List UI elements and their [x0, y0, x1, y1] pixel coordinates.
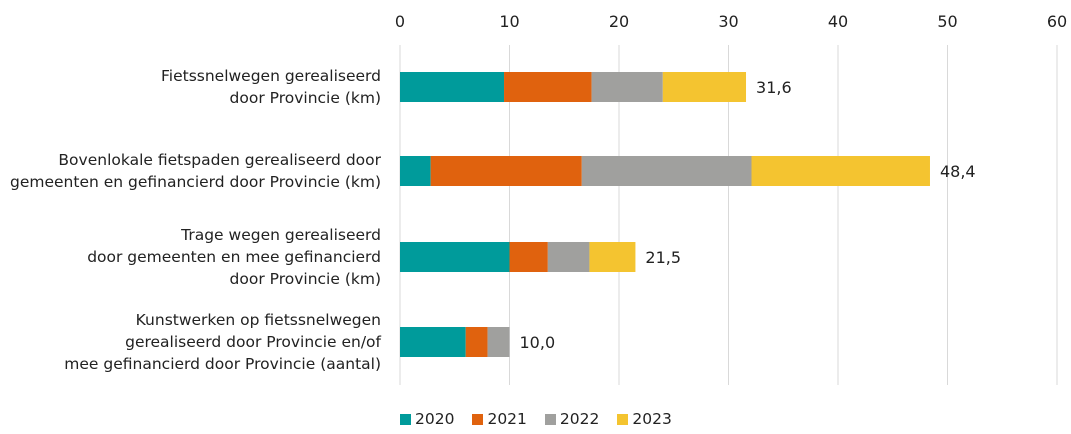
category-label-line: Fietssnelwegen gerealiseerd — [160, 67, 381, 85]
category-label: Trage wegen gerealiseerd door gemeenten … — [87, 224, 381, 290]
legend-label: 2021 — [487, 410, 527, 428]
legend-swatch — [617, 413, 629, 425]
bar-segment-2022 — [591, 72, 663, 102]
bar-segment-2023 — [751, 156, 930, 186]
bar-segment-2021 — [430, 156, 582, 186]
legend-swatch — [472, 413, 484, 425]
bar-segment-2022 — [581, 156, 752, 186]
category-label-line: door Provincie (km) — [229, 270, 381, 288]
x-tick-label: 30 — [718, 12, 738, 31]
category-label-line: door Provincie (km) — [229, 89, 381, 107]
x-tick-label: 0 — [395, 12, 405, 31]
category-label-line: Trage wegen gerealiseerd — [181, 226, 381, 244]
category-label-line: door gemeenten en mee gefinancierd — [87, 248, 381, 266]
x-tick-label: 50 — [937, 12, 957, 31]
bar-segment-2021 — [509, 242, 548, 272]
x-tick-label: 40 — [828, 12, 848, 31]
legend-item-2021: 2021 — [472, 410, 527, 428]
total-data-label: 48,4 — [940, 162, 976, 181]
legend-item-2020: 2020 — [400, 410, 454, 428]
legend-swatch — [400, 413, 411, 425]
bar-segment-2021 — [504, 72, 592, 102]
x-tick-label: 20 — [609, 12, 629, 31]
legend-label: 2022 — [559, 410, 600, 428]
category-label-line: mee gefinancierd door Provincie (aantal) — [64, 355, 381, 373]
category-label-line: gerealiseerd door Provincie en/of — [125, 333, 381, 351]
legend: 2020 2021 2022 2023 — [400, 410, 672, 428]
category-label: Kunstwerken op fietssnelwegen gerealiseer… — [64, 309, 381, 375]
bar-segment-2020 — [400, 327, 466, 357]
total-data-label: 31,6 — [756, 78, 792, 97]
bar-segment-2020 — [400, 242, 510, 272]
x-tick-label: 10 — [499, 12, 519, 31]
bar-segment-2022 — [547, 242, 590, 272]
total-data-label: 10,0 — [520, 333, 556, 352]
category-label-line: Bovenlokale fietspaden gerealiseerd door — [58, 151, 381, 169]
category-label-line: Kunstwerken op fietssnelwegen — [135, 311, 381, 329]
bar-segment-2023 — [589, 242, 636, 272]
category-label-line: gemeenten en gefinancierd door Provincie… — [10, 173, 381, 191]
total-data-label: 21,5 — [645, 248, 681, 267]
bar-segment-2022 — [487, 327, 510, 357]
legend-label: 2023 — [632, 410, 672, 428]
legend-item-2023: 2023 — [617, 410, 672, 428]
legend-label: 2020 — [415, 410, 455, 428]
bar-segment-2021 — [465, 327, 488, 357]
bar-segment-2020 — [400, 72, 505, 102]
x-tick-label: 60 — [1047, 12, 1067, 31]
legend-swatch — [544, 413, 556, 425]
legend-item-2022: 2022 — [544, 410, 600, 428]
category-label: Bovenlokale fietspaden gerealiseerd door… — [10, 149, 381, 193]
category-label: Fietssnelwegen gerealiseerd door Provinci… — [161, 65, 381, 109]
bar-segment-2023 — [662, 72, 747, 102]
bar-segment-2020 — [400, 156, 431, 186]
